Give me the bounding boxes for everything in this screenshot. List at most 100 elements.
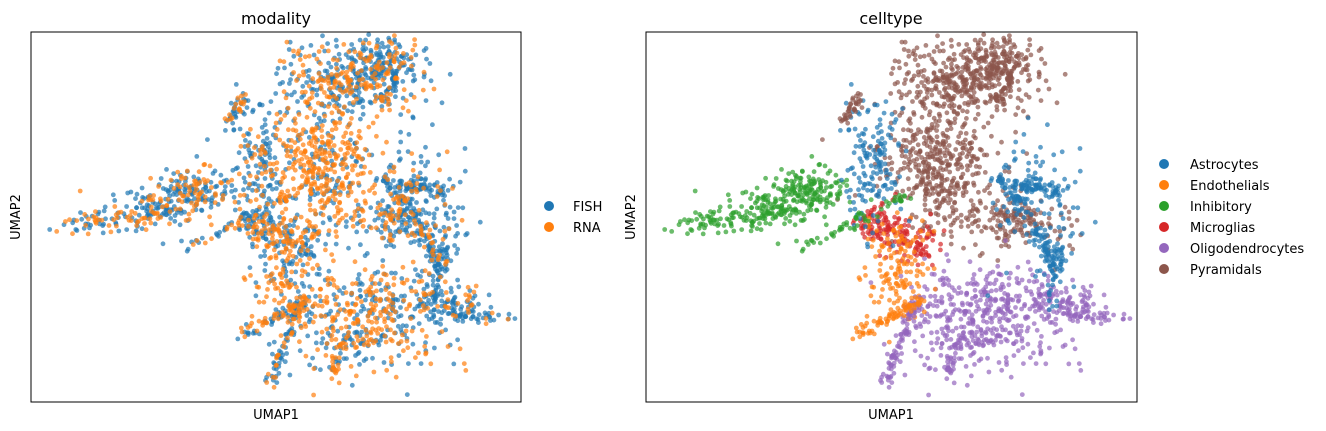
scatter-point [266,152,272,157]
scatter-point [398,139,404,145]
scatter-point [352,209,358,215]
scatter-point [303,324,309,329]
scatter-point [512,316,518,321]
scatter-point [387,107,392,113]
scatter-point [202,194,208,200]
scatter-point [953,307,958,312]
scatter-point [297,302,303,307]
scatter-point [484,312,489,318]
scatter-point [267,256,272,261]
scatter-point [428,361,434,367]
scatter-point [373,76,378,82]
scatter-point [275,65,281,71]
scatter-point [454,223,459,228]
scatter-point [463,292,469,298]
scatter-point [990,227,996,233]
scatter-point [316,166,322,171]
scatter-point [381,44,387,50]
scatter-point [958,130,964,136]
scatter-point [976,57,981,62]
scatter-point [202,180,208,185]
scatter-point [1003,355,1009,360]
scatter-point [1026,206,1032,211]
scatter-point [939,199,945,205]
scatter-point [270,223,276,229]
scatter-point [295,289,301,294]
scatter-point [228,100,234,106]
scatter-point [953,325,959,331]
scatter-point [955,111,960,117]
scatter-point [282,229,288,235]
scatter-point [313,139,319,145]
scatter-point [418,309,423,314]
scatter-point [309,224,315,230]
scatter-point [271,339,277,345]
scatter-point [964,147,969,152]
scatter-point [989,288,994,294]
scatter-point [374,288,379,294]
scatter-point [438,188,443,194]
scatter-point [261,160,267,166]
scatter-point [934,303,940,309]
scatter-point [116,228,122,234]
scatter-point [896,59,902,65]
scatter-point [247,181,252,187]
scatter-point [940,140,946,146]
scatter-point [278,333,284,338]
scatter-point [340,111,345,117]
scatter-point [367,99,373,105]
scatter-point [1043,361,1049,367]
scatter-point [799,168,805,174]
scatter-point [1004,362,1009,367]
scatter-point [360,223,366,229]
scatter-point [903,144,909,150]
scatter-point [995,55,1001,60]
scatter-point [824,201,829,206]
scatter-point [355,202,361,208]
scatter-point [784,178,790,184]
scatter-point [168,216,174,221]
scatter-point [297,57,303,62]
scatter-point [936,111,942,117]
scatter-point [367,170,373,175]
scatter-point [905,164,911,170]
scatter-point [353,353,358,358]
scatter-point [430,273,436,279]
scatter-point [373,178,379,184]
scatter-point [799,196,805,202]
scatter-point [315,262,320,268]
scatter-point [763,175,768,181]
scatter-point [445,297,451,302]
scatter-point [1005,88,1011,94]
scatter-point [952,200,957,206]
scatter-point [381,271,387,277]
scatter-point [475,317,481,322]
scatter-point [993,313,998,318]
scatter-point [990,339,996,345]
scatter-point [352,321,358,326]
scatter-point [952,116,958,122]
scatter-point [926,166,932,172]
scatter-point [431,298,437,304]
scatter-point [393,374,399,380]
scatter-point [365,75,371,81]
scatter-point [491,317,497,323]
scatter-point [837,184,843,190]
scatter-point [434,206,440,212]
scatter-point [989,315,995,321]
scatter-point [1026,72,1032,78]
scatter-point [918,89,923,95]
scatter-point [450,186,455,191]
scatter-point [721,223,727,228]
scatter-point [923,43,929,48]
scatter-point [462,168,468,174]
scatter-point [1037,344,1043,349]
scatter-point [276,300,282,306]
scatter-point [366,337,372,343]
scatter-point [292,159,298,165]
scatter-point [277,214,282,220]
scatter-point [718,216,723,222]
scatter-point [406,215,412,221]
scatter-point [904,92,909,98]
scatter-point [337,87,343,93]
